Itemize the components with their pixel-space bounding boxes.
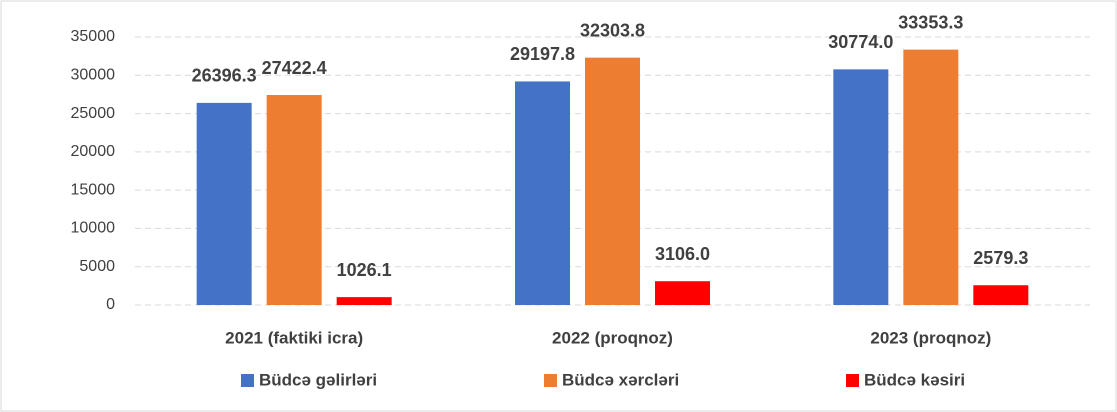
bar — [336, 297, 392, 305]
y-tick-label: 5000 — [79, 258, 115, 275]
value-label: 29197.8 — [510, 44, 575, 64]
bar — [833, 69, 889, 305]
bar — [585, 57, 640, 305]
bar — [903, 49, 959, 306]
bar — [266, 95, 322, 305]
y-tick-label: 20000 — [71, 143, 116, 160]
y-tick-label: 30000 — [71, 67, 116, 84]
y-tick-label: 10000 — [71, 220, 116, 237]
value-label: 32303.8 — [580, 20, 645, 40]
legend-label: Büdcə xərcləri — [562, 370, 679, 389]
y-tick-label: 35000 — [71, 28, 116, 45]
y-tick-label: 15000 — [71, 181, 116, 198]
value-label: 33353.3 — [898, 12, 963, 32]
legend-swatch — [544, 374, 557, 387]
x-tick-label: 2022 (proqnoz) — [552, 328, 673, 347]
bar — [515, 81, 570, 305]
y-tick-label: 25000 — [71, 105, 116, 122]
legend-label: Büdcə gəlirləri — [259, 370, 377, 389]
x-tick-label: 2023 (proqnoz) — [870, 328, 991, 347]
value-label: 3106.0 — [655, 244, 710, 264]
legend-label: Büdcə kəsiri — [864, 370, 965, 389]
x-tick-label: 2021 (faktiki icra) — [225, 328, 363, 347]
bar — [973, 285, 1029, 305]
bar — [196, 102, 252, 305]
value-label: 30774.0 — [828, 32, 893, 52]
value-label: 27422.4 — [262, 58, 327, 78]
value-label: 26396.3 — [192, 66, 257, 86]
bar — [655, 281, 710, 305]
legend-swatch — [241, 374, 254, 387]
value-label: 1026.1 — [337, 260, 392, 280]
value-label: 2579.3 — [973, 248, 1028, 268]
y-tick-label: 0 — [106, 296, 115, 313]
legend-swatch — [846, 374, 859, 387]
